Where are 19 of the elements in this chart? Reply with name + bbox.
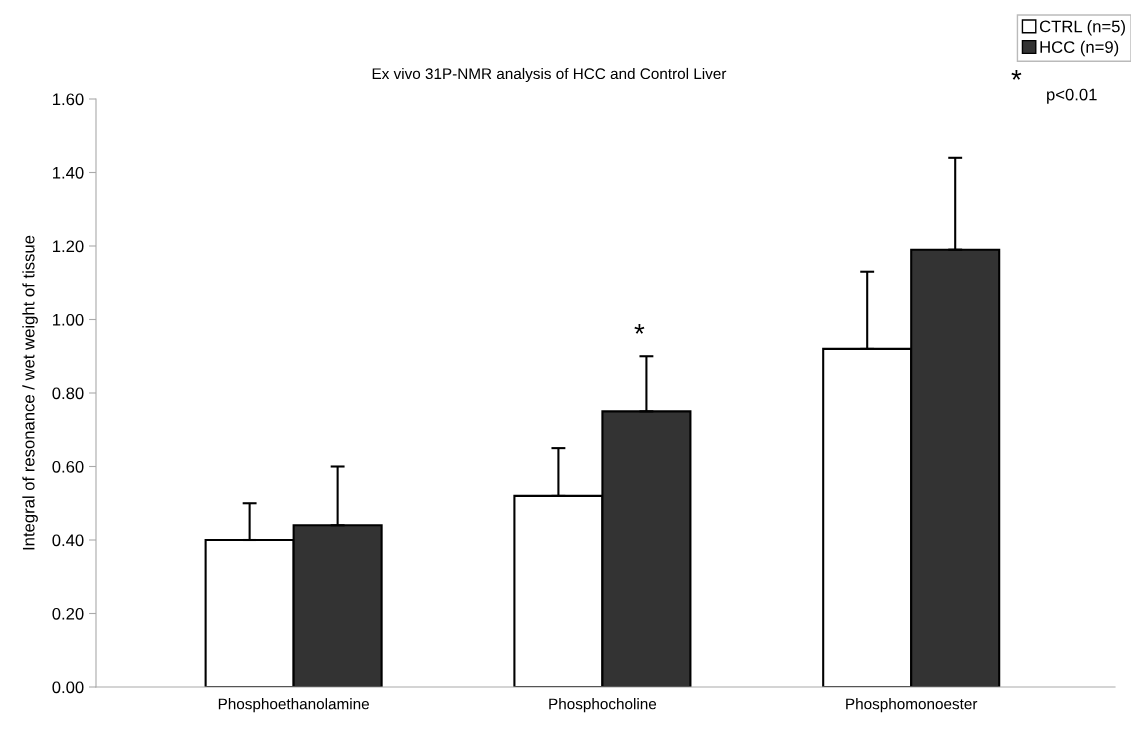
annotation: p<0.01 [1047, 88, 1097, 104]
x-tick-label: Phosphocholine [549, 698, 657, 713]
legend-label: CTRL (n=5) [1039, 20, 1125, 36]
y-tick-label: 0.60 [52, 460, 84, 473]
y-tick-label: 1.40 [53, 166, 84, 179]
text: * [1011, 70, 1022, 80]
legend-label: HCC (n=9) [1040, 40, 1119, 57]
y-tick-label: 1.00 [53, 313, 84, 326]
y-tick-label: 0.00 [52, 681, 84, 694]
annotation: * [634, 324, 645, 334]
y-tick-label: 0.20 [52, 607, 84, 620]
x-tick-label: Phosphoethanolamine [218, 698, 369, 713]
y-axis-title: Integral of resonance / wet weight of tissue [22, 235, 38, 550]
y-tick-label: 0.40 [52, 534, 84, 547]
x-tick-label: Phosphomonoester [846, 698, 978, 713]
chart-title: Ex vivo 31P-NMR analysis of HCC and Control Liver [372, 67, 727, 83]
y-tick-label: 1.60 [53, 93, 84, 106]
y-tick-label: 0.80 [52, 387, 84, 400]
y-tick-label: 1.20 [53, 240, 84, 253]
